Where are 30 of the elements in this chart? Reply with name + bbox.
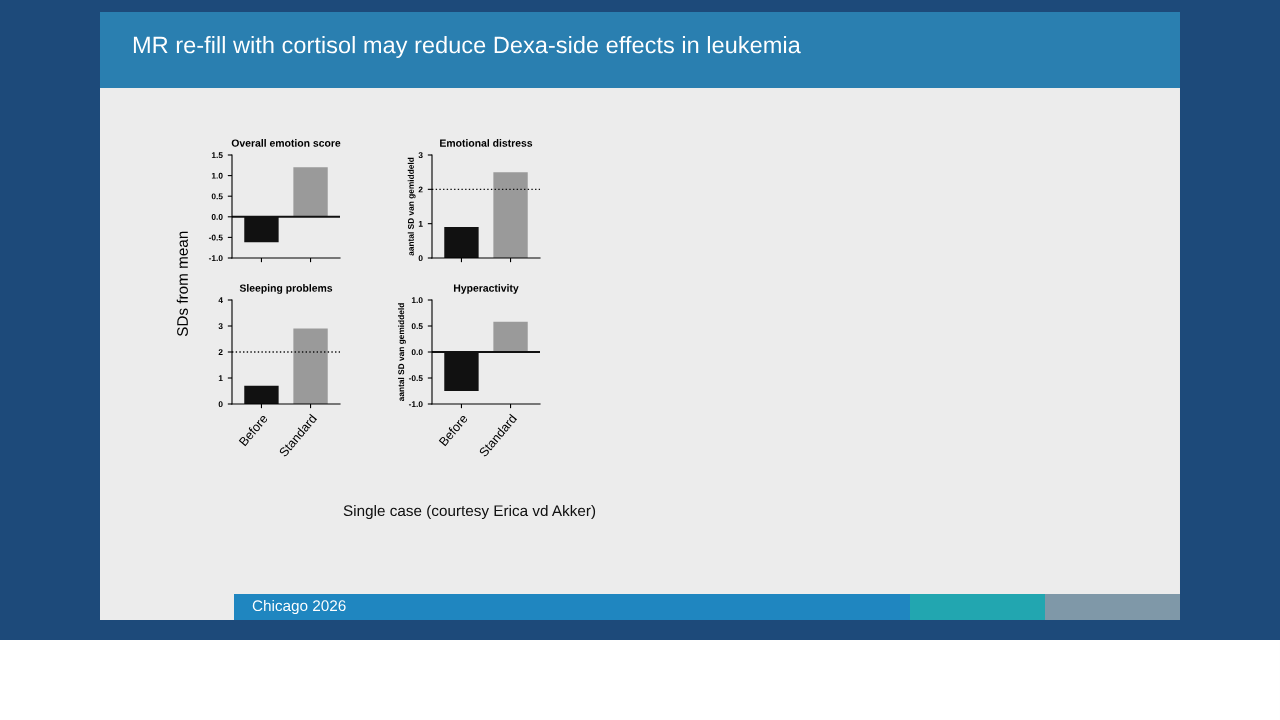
y-tick-label: 0.0 [411, 349, 423, 356]
y-tick-label: -0.5 [208, 234, 223, 241]
y-tick-label: 0 [418, 255, 423, 262]
y-tick-label: 1 [218, 375, 223, 382]
y-tick-label: 3 [218, 323, 223, 330]
chart-title: Emotional distress [440, 139, 533, 147]
y-axis-title: SDs from mean [176, 231, 188, 337]
y-tick-label: 1.0 [411, 297, 423, 304]
y-tick-label: 1.5 [211, 152, 223, 159]
y-tick-label: 0.5 [211, 193, 223, 200]
y-tick-label: 0.5 [411, 323, 423, 330]
y-tick-label: 2 [418, 186, 423, 193]
text: Single case (courtesy Erica vd Akker) [343, 504, 596, 520]
chart-title: Hyperactivity [453, 284, 519, 294]
y-tick-label: 1 [418, 220, 423, 227]
y-tick-label: 0.0 [211, 214, 223, 220]
y-tick-label: 3 [418, 152, 423, 159]
text: MR re-fill with cortisol may reduce Dexa-side effects in leukemia [133, 36, 801, 58]
y-tick-label: 2 [218, 349, 223, 356]
chart-title: Overall emotion score [231, 139, 341, 147]
y-axis-title: aantal SD van gemiddeld [398, 303, 406, 402]
y-tick-label: 0 [218, 401, 223, 408]
y-tick-label: 1.0 [211, 172, 223, 179]
y-tick-label: -0.5 [408, 375, 423, 382]
y-axis-title: aantal SD van gemiddeld [407, 157, 416, 256]
chart-title: Sleeping problems [239, 284, 333, 294]
y-tick-label: -1.0 [208, 255, 223, 262]
y-tick-label: 4 [218, 297, 223, 304]
text: Chicago 2026 [252, 599, 346, 615]
y-tick-label: -1.0 [408, 401, 423, 408]
